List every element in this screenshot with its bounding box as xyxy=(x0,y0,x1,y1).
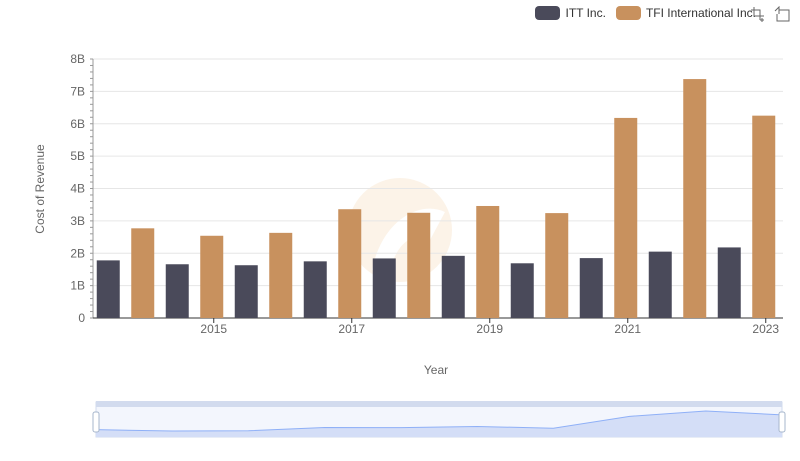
y-tick-label: 8B xyxy=(70,52,85,66)
legend-swatch-itt xyxy=(535,6,561,20)
y-tick-label: 5B xyxy=(70,149,85,163)
x-tick-label: 2021 xyxy=(614,322,641,336)
bar-itt-2019 xyxy=(441,255,465,318)
bar-itt-2016 xyxy=(234,265,258,318)
y-tick-label: 3B xyxy=(70,214,85,228)
y-tick-label: 2B xyxy=(70,246,85,260)
x-tick-label: 2017 xyxy=(338,322,365,336)
bar-itt-2022 xyxy=(648,251,672,318)
bar-itt-2014 xyxy=(96,260,120,318)
bar-tfi-2020 xyxy=(545,213,569,318)
bar-itt-2018 xyxy=(372,258,396,318)
bar-tfi-2021 xyxy=(614,117,638,318)
y-axis-title: Cost of Revenue xyxy=(33,144,47,234)
legend-item-tfi[interactable]: TFI International Inc. xyxy=(615,6,756,20)
watermark-logo xyxy=(348,178,452,282)
bar-itt-2015 xyxy=(165,264,189,318)
legend-label-itt: ITT Inc. xyxy=(565,6,606,20)
y-tick-label: 7B xyxy=(70,84,85,98)
bar-itt-2017 xyxy=(303,261,327,318)
y-tick-label: 1B xyxy=(70,279,85,293)
datazoom-handle-left[interactable] xyxy=(92,411,100,433)
x-tick-label: 2023 xyxy=(752,322,779,336)
bar-tfi-2015 xyxy=(200,235,224,318)
bar-itt-2020 xyxy=(510,263,534,318)
datazoom-line xyxy=(95,410,783,432)
bar-tfi-2014 xyxy=(131,228,155,318)
bar-tfi-2018 xyxy=(407,212,431,318)
datazoom-top-bar xyxy=(96,401,782,407)
x-tick-label: 2019 xyxy=(476,322,503,336)
bar-tfi-2019 xyxy=(476,205,500,318)
x-axis-title: Year xyxy=(424,363,448,377)
legend-item-itt[interactable]: ITT Inc. xyxy=(535,6,606,20)
bar-tfi-2023 xyxy=(752,115,776,318)
legend-label-tfi: TFI International Inc. xyxy=(645,6,756,20)
bar-itt-2021 xyxy=(579,258,603,318)
x-tick-label: 2015 xyxy=(200,322,227,336)
bar-tfi-2017 xyxy=(338,209,362,318)
toolbox xyxy=(750,5,790,22)
bar-itt-2023 xyxy=(717,247,741,318)
y-tick-label: 4B xyxy=(70,182,85,196)
y-tick-label: 6B xyxy=(70,117,85,131)
legend: ITT Inc. TFI International Inc. xyxy=(535,4,756,22)
bar-tfi-2022 xyxy=(683,79,707,318)
datazoom-area xyxy=(96,411,782,437)
datazoom-handle-right[interactable] xyxy=(778,411,786,433)
bar-tfi-2016 xyxy=(269,232,293,318)
zoom-icon[interactable] xyxy=(750,6,766,22)
legend-swatch-tfi xyxy=(615,6,641,20)
y-tick-label: 0 xyxy=(78,311,85,325)
restore-icon[interactable] xyxy=(774,5,790,22)
